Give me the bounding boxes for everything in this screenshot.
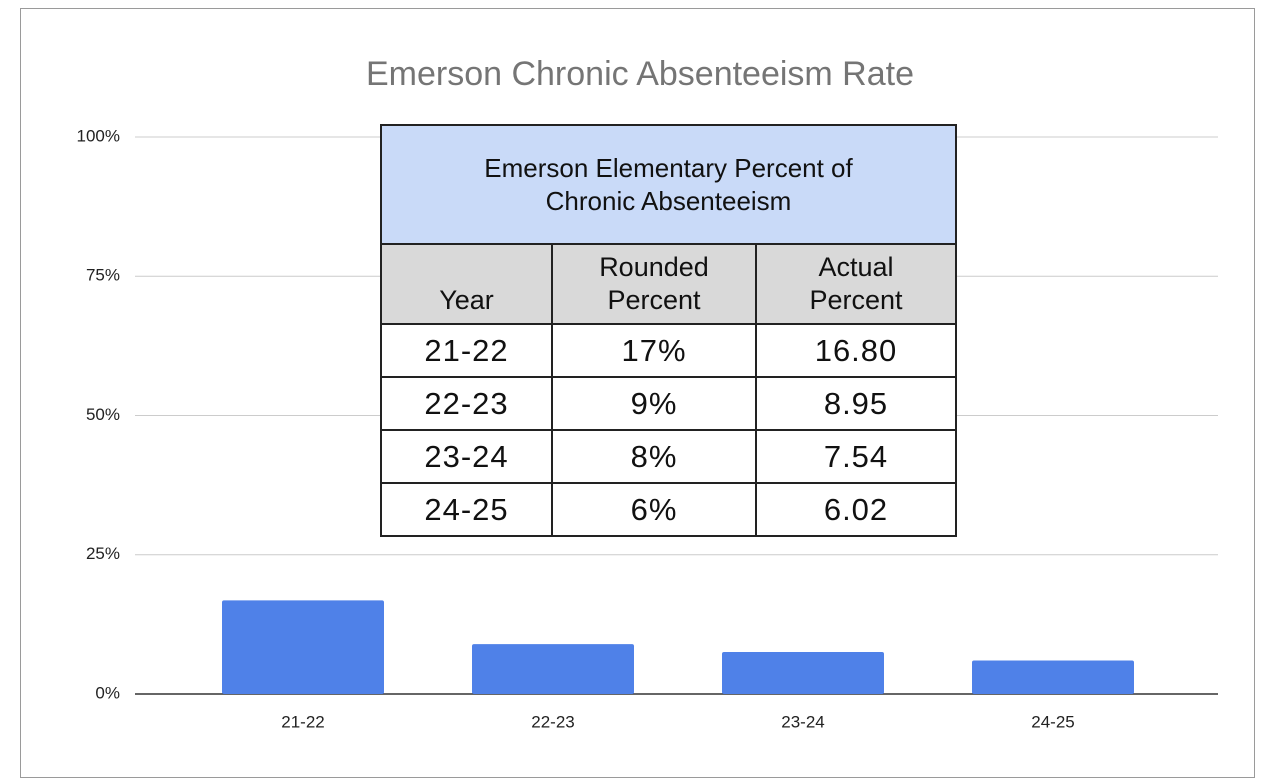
- table-cell: 9%: [551, 376, 757, 431]
- table-header: Rounded Percent: [599, 252, 709, 315]
- table-cell: 8.95: [755, 376, 957, 431]
- data-table: Emerson Elementary Percent of Chronic Ab…: [380, 124, 957, 537]
- table-header: Year: [380, 243, 553, 325]
- chart-title: Emerson Chronic Absenteeism Rate: [366, 55, 914, 93]
- table-cell: 7.54: [755, 429, 957, 484]
- table-header-cell: Rounded Percent: [551, 243, 757, 325]
- x-tick-label: 22-23: [531, 712, 574, 731]
- bar: [472, 644, 634, 694]
- table-cell: 8%: [551, 429, 757, 484]
- table-cell: 6%: [551, 482, 757, 537]
- table-cell: 23-24: [380, 429, 553, 484]
- table-title: Emerson Elementary Percent of Chronic Ab…: [484, 152, 853, 216]
- y-tick-label: 75%: [86, 266, 120, 285]
- y-tick-label: 100%: [77, 126, 120, 145]
- y-tick-label: 25%: [86, 544, 120, 563]
- table-cell: 21-22: [380, 323, 553, 378]
- x-tick-label: 23-24: [781, 712, 824, 731]
- x-tick-label: 21-22: [281, 712, 324, 731]
- table-cell: 6.02: [755, 482, 957, 537]
- table-header: Actual Percent: [809, 252, 903, 315]
- bar: [222, 600, 384, 694]
- bar: [972, 660, 1134, 694]
- table-cell: 24-25: [380, 482, 553, 537]
- y-tick-label: 0%: [95, 683, 120, 702]
- y-tick-label: 50%: [86, 405, 120, 424]
- table-cell: 17%: [551, 323, 757, 378]
- table-header-cell: Actual Percent: [755, 243, 957, 325]
- table-cell: 22-23: [380, 376, 553, 431]
- table-title-cell: Emerson Elementary Percent of Chronic Ab…: [380, 124, 957, 245]
- table-cell: 16.80: [755, 323, 957, 378]
- x-tick-label: 24-25: [1031, 712, 1074, 731]
- bar: [722, 652, 884, 694]
